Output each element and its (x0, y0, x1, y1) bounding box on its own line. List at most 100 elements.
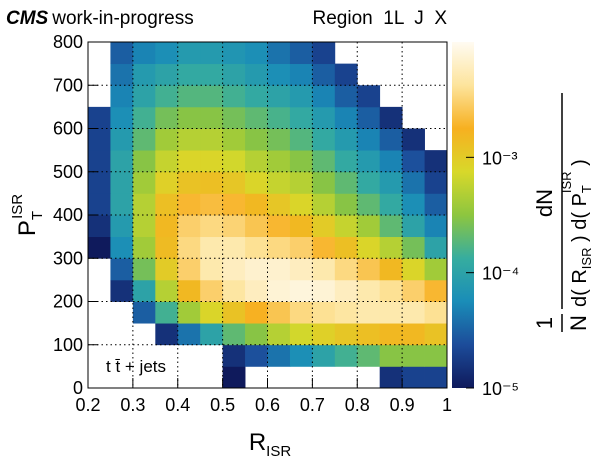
heatmap-cell (222, 63, 246, 86)
heatmap-cell (245, 279, 268, 302)
heatmap-cell (267, 106, 291, 129)
y-tick-label: 300 (53, 248, 83, 268)
heatmap-cell (334, 301, 358, 324)
heatmap-cell (155, 193, 179, 216)
heatmap-cell (334, 193, 358, 216)
heatmap-cell (267, 171, 291, 194)
heatmap-cell (312, 258, 336, 281)
heatmap-cell (222, 236, 246, 259)
x-axis-label: RISR (249, 429, 292, 460)
heatmap-cell (245, 323, 268, 346)
z-num: dN (532, 189, 557, 217)
title: CMS work-in-progress (6, 8, 194, 29)
heatmap-cell (424, 193, 448, 216)
heatmap-cell (110, 171, 134, 194)
heatmap-cell (155, 42, 179, 65)
y-tick-label: 400 (53, 205, 83, 225)
x-tick-label: 1 (442, 395, 452, 415)
heatmap-cell (312, 344, 336, 367)
heatmap-cell (132, 193, 156, 216)
heatmap-cell (222, 279, 246, 302)
heatmap-cell (289, 106, 313, 129)
z-den-part: ) d( P (569, 193, 591, 247)
heatmap-cell (155, 106, 179, 129)
heatmap-cell (132, 106, 156, 129)
heatmap-cell (245, 171, 268, 194)
heatmap-cell (402, 301, 425, 324)
heatmap-cell (424, 215, 448, 238)
heatmap-cell (88, 236, 111, 259)
heatmap-cell (200, 128, 224, 151)
heatmap-cell (402, 215, 425, 238)
z-den-sub: ISR (579, 248, 594, 270)
heatmap-cell (424, 279, 448, 302)
heatmap-cell (267, 279, 291, 302)
heatmap-cell (267, 215, 291, 238)
heatmap-cell (424, 301, 448, 324)
z-tick-label: 10⁻⁵ (482, 379, 519, 399)
heatmap-cell (357, 323, 381, 346)
heatmap-cell (200, 150, 224, 173)
y-label-main: P (14, 220, 41, 236)
heatmap-cell (110, 150, 134, 173)
heatmap-cell (267, 128, 291, 151)
heatmap-cell (312, 301, 336, 324)
heatmap-cell (245, 301, 268, 324)
heatmap-cell (402, 171, 425, 194)
heatmap-cell (155, 171, 179, 194)
heatmap-cell (379, 236, 403, 259)
heatmap-cell (88, 193, 111, 216)
heatmap-cell (267, 193, 291, 216)
heatmap-cell (200, 85, 224, 108)
heatmap-cell (379, 171, 403, 194)
experiment: CMS (6, 8, 49, 29)
heatmap-cell (155, 128, 179, 151)
heatmap-cell (222, 215, 246, 238)
heatmap-cell (177, 279, 201, 302)
y-label: PTISR (9, 194, 46, 236)
heatmap-cell (132, 258, 156, 281)
heatmap-cell (155, 150, 179, 173)
heatmap-cell (424, 171, 448, 194)
heatmap-cell (267, 301, 291, 324)
heatmap-cell (379, 150, 403, 173)
x-tick-label: 0.9 (390, 395, 415, 415)
heatmap-cell (222, 128, 246, 151)
heatmap-cell (289, 344, 313, 367)
heatmap-cell (402, 193, 425, 216)
x-tick-label: 0.8 (345, 395, 370, 415)
heatmap-cell (200, 279, 224, 302)
heatmap-cell (132, 279, 156, 302)
heatmap-cell (334, 279, 358, 302)
heatmap-cell (110, 42, 134, 65)
heatmap-cell (177, 193, 201, 216)
heatmap-cell (88, 215, 111, 238)
heatmap-cell (379, 301, 403, 324)
heatmap-cell (289, 85, 313, 108)
heatmap-cell (289, 323, 313, 346)
heatmap-cell (402, 236, 425, 259)
heatmap-cell (132, 85, 156, 108)
heatmap-cell (402, 258, 425, 281)
heatmap-cell (110, 63, 134, 86)
z-tick-label: 10⁻⁴ (482, 264, 519, 284)
heatmap-cell (177, 301, 201, 324)
z-pre-den: N (566, 315, 591, 331)
heatmap-cell (177, 236, 201, 259)
heatmap-cell (200, 193, 224, 216)
heatmap-cell (110, 85, 134, 108)
z-den-part: d( R (569, 269, 591, 307)
heatmap-cell (424, 236, 448, 259)
heatmap-cell (110, 258, 134, 281)
heatmap-cell (245, 236, 268, 259)
heatmap-cell (334, 106, 358, 129)
heatmap-cell (267, 258, 291, 281)
heatmap-cell (357, 279, 381, 302)
heatmap-cell (200, 258, 224, 281)
heatmap-cell (177, 85, 201, 108)
heatmap-cell (222, 171, 246, 194)
heatmap-cell (289, 128, 313, 151)
heatmap-cell (379, 279, 403, 302)
heatmap-cell (177, 323, 201, 346)
heatmap-cell (334, 171, 358, 194)
